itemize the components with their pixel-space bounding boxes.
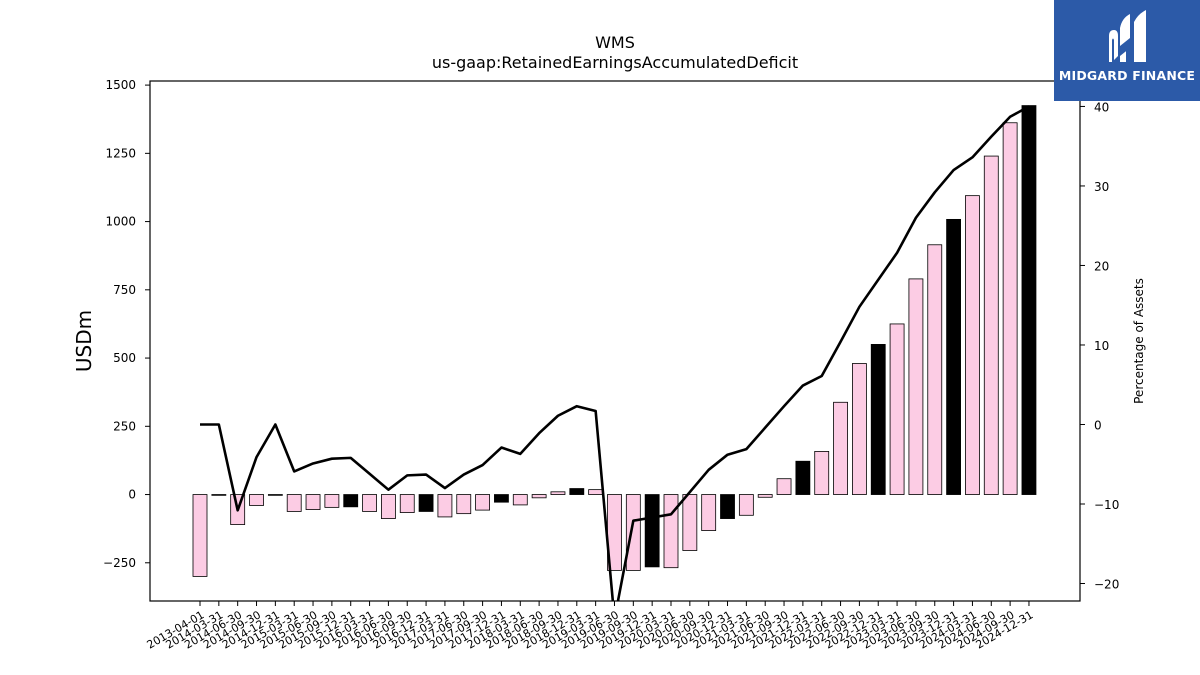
bar — [927, 244, 943, 495]
bar — [908, 278, 924, 495]
bar — [437, 494, 453, 518]
y-tick-label: 1000 — [105, 215, 136, 229]
y-tick-label: 1250 — [105, 146, 136, 160]
bar — [192, 494, 208, 577]
bar — [343, 494, 359, 508]
y2-tick-label: 0 — [1094, 418, 1102, 432]
bar — [380, 494, 396, 519]
bar — [833, 401, 848, 495]
bar — [776, 478, 792, 495]
y-axis-right: −20 −10 0 10 20 30 40 — [1080, 100, 1119, 592]
bar — [814, 451, 830, 495]
bar — [475, 494, 491, 511]
y2-tick-label: −20 — [1094, 578, 1119, 592]
bar — [267, 494, 283, 496]
y2-tick-label: −10 — [1094, 498, 1119, 512]
bar — [965, 195, 980, 495]
bar — [701, 494, 717, 531]
bar — [852, 363, 867, 495]
bar — [418, 494, 434, 512]
bar — [682, 494, 698, 551]
logo-text: MIDGARD FINANCE — [1058, 68, 1196, 83]
bar — [738, 494, 754, 516]
midgard-logo-icon — [1054, 0, 1200, 101]
bar — [625, 494, 641, 571]
y-tick-label: 750 — [113, 283, 136, 297]
bar — [531, 494, 547, 499]
bar — [456, 494, 472, 515]
bar — [757, 494, 773, 498]
bar — [889, 323, 905, 495]
chart-title: WMS — [595, 33, 635, 52]
bar — [588, 489, 604, 495]
bar — [795, 460, 811, 495]
line-series-group — [200, 105, 1030, 601]
bar — [1021, 105, 1037, 495]
bar — [512, 494, 528, 506]
y2-tick-label: 10 — [1094, 339, 1109, 353]
y-axis-left: −250 0 250 500 750 1000 1250 1500 — [103, 78, 150, 570]
bar — [663, 494, 679, 569]
y-axis-label: USDm — [72, 310, 96, 372]
x-axis: 2013-04-012014-03-312014-06-302014-09-30… — [145, 601, 1035, 652]
logo: MIDGARD FINANCE — [1054, 0, 1200, 101]
bar — [211, 494, 227, 496]
chart-subtitle: us-gaap:RetainedEarningsAccumulatedDefic… — [432, 53, 798, 72]
y2-axis-label: Percentage of Assets — [1132, 278, 1146, 404]
bar — [870, 344, 886, 495]
bar — [249, 494, 264, 506]
bar — [550, 491, 566, 495]
bar — [1002, 122, 1018, 495]
line-series-percentage — [200, 105, 1030, 601]
y2-tick-label: 30 — [1094, 180, 1109, 194]
bar — [399, 494, 415, 513]
y-tick-label: −250 — [103, 556, 136, 570]
y2-tick-label: 40 — [1094, 100, 1109, 114]
bar — [569, 488, 585, 495]
bar — [305, 494, 321, 510]
y2-tick-label: 20 — [1094, 259, 1109, 273]
y-tick-label: 1500 — [105, 78, 136, 92]
plot-frame — [149, 80, 1081, 602]
bar — [494, 494, 509, 503]
bar — [362, 494, 377, 512]
y-tick-label: 250 — [113, 419, 136, 433]
bar — [644, 494, 660, 568]
bar — [324, 494, 340, 508]
bar — [720, 494, 735, 519]
bar — [983, 155, 999, 495]
y-tick-label: 0 — [128, 488, 136, 502]
bar — [286, 494, 302, 512]
bar — [946, 218, 961, 495]
bars-group — [192, 105, 1037, 577]
y-tick-label: 500 — [113, 351, 136, 365]
